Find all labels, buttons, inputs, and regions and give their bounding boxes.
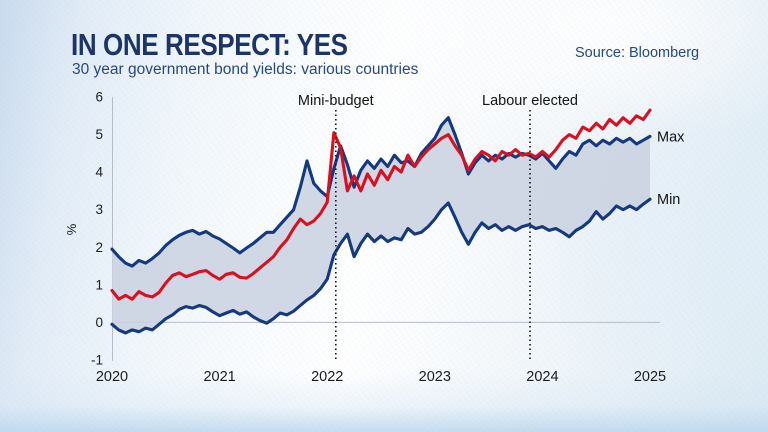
y-tick-label: 4: [95, 165, 103, 180]
x-tick-label: 2020: [96, 369, 128, 385]
y-tick-label: 2: [95, 240, 103, 255]
event-label-mini-budget: Mini-budget: [298, 93, 374, 109]
y-tick-label: -1: [91, 352, 103, 367]
line-label-min: Min: [657, 192, 680, 208]
event-label-labour-elected: Labour elected: [482, 93, 578, 109]
chart-subtitle: 30 year government bond yields: various …: [72, 61, 419, 78]
line-label-max: Max: [657, 129, 685, 145]
max-line: [110, 116, 652, 268]
x-tick-label: 2024: [526, 369, 558, 385]
x-tick-label: 2025: [634, 369, 666, 385]
x-tick-label: 2021: [203, 369, 235, 385]
x-tick-label: 2022: [311, 369, 343, 385]
y-tick-label: 5: [95, 127, 103, 142]
red-line: [110, 108, 652, 301]
page-title: IN ONE RESPECT: YES: [71, 27, 348, 62]
y-axis-unit-label: %: [64, 223, 79, 235]
y-tick-label: 0: [95, 315, 103, 330]
min-line: [110, 197, 652, 335]
y-tick-label: 3: [95, 202, 103, 217]
y-tick-label: 6: [95, 90, 103, 105]
x-tick-label: 2023: [419, 369, 451, 385]
source-credit: Source: Bloomberg: [575, 45, 700, 61]
y-tick-label: 1: [95, 277, 103, 292]
